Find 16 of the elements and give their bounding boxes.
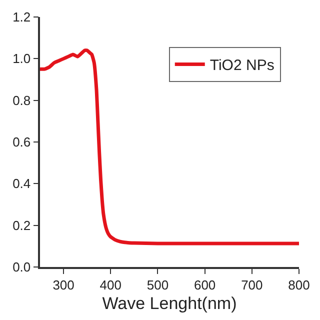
- y-tick-label: 0.6: [12, 134, 31, 150]
- x-tick-label: 700: [241, 277, 263, 292]
- y-tick-label: 0.2: [12, 218, 31, 233]
- legend-label: TiO2 NPs: [210, 57, 274, 74]
- line-series: [40, 48, 299, 246]
- x-tick-label: 500: [146, 277, 169, 292]
- x-axis-title: Wave Lenght(nm): [102, 294, 237, 314]
- x-tick-label: 800: [288, 277, 310, 292]
- x-tick-label: 400: [100, 277, 122, 292]
- y-tick-label: 0.0: [12, 260, 31, 275]
- x-tick-label: 300: [52, 277, 74, 292]
- x-tick-label: 600: [194, 277, 216, 292]
- y-tick-label: 0.4: [12, 176, 31, 192]
- y-tick-label: 1.0: [12, 51, 31, 66]
- y-tick-label: 1.2: [12, 10, 31, 25]
- y-tick-label: 0.8: [12, 92, 31, 108]
